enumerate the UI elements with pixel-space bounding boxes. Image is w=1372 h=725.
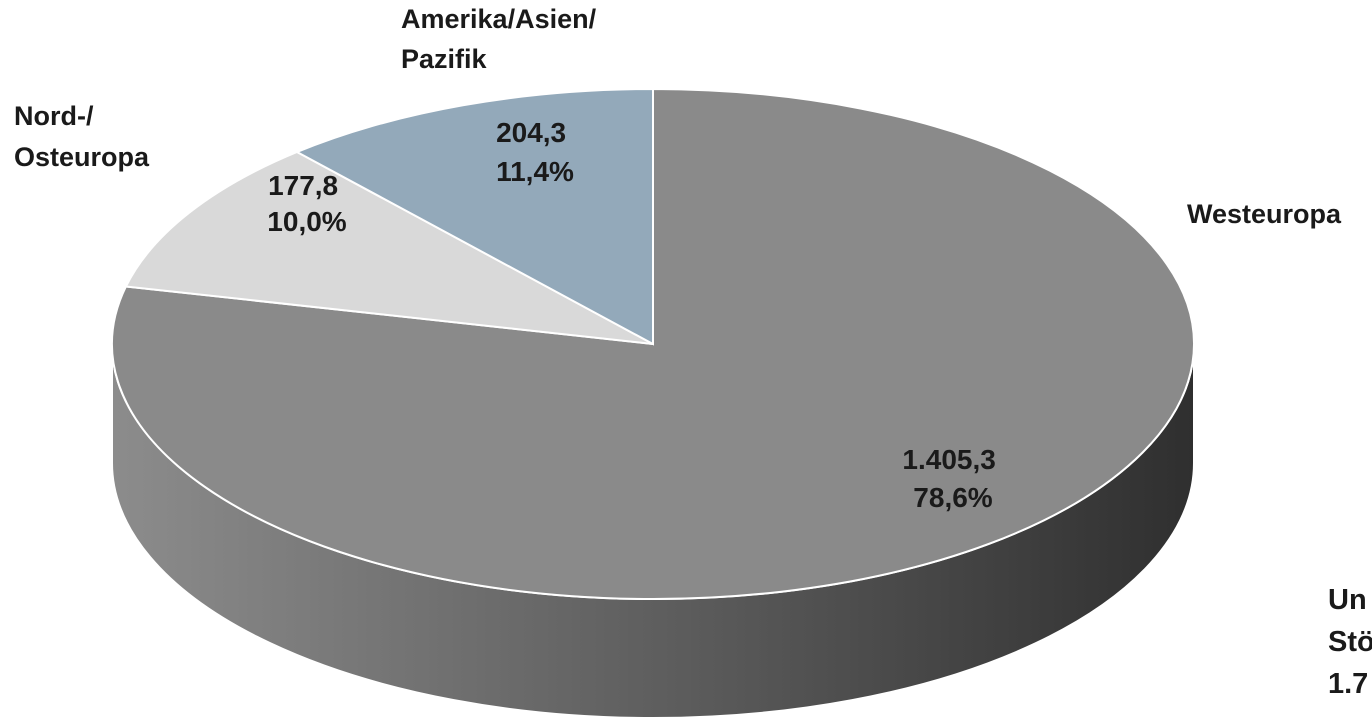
total-annotation: Un Stö 1.7 <box>1328 584 1372 700</box>
label-nord-osteuropa-line1: Nord-/ <box>14 101 94 131</box>
datalabel-westeuropa-value: 1.405,3 <box>902 444 995 475</box>
datalabel-westeuropa: 1.405,3 78,6% <box>902 444 1003 513</box>
datalabel-nord-percent: 10,0% <box>267 206 346 237</box>
datalabel-westeuropa-percent: 78,6% <box>913 482 992 513</box>
total-annotation-line2: Stö <box>1328 626 1372 658</box>
total-annotation-line1: Un <box>1328 584 1367 616</box>
label-amerika-line2: Pazifik <box>401 44 488 74</box>
datalabel-amerika: 204,3 11,4% <box>496 117 574 187</box>
total-annotation-line3: 1.7 <box>1328 668 1368 700</box>
datalabel-nord-osteuropa: 177,8 10,0% <box>267 170 346 237</box>
label-amerika-asien-pazifik: Amerika/Asien/ Pazifik <box>401 4 604 74</box>
slice-amerika-asien-pazifik <box>294 87 654 346</box>
label-nord-osteuropa: Nord-/ Osteuropa <box>14 101 150 172</box>
label-westeuropa: Westeuropa <box>1187 199 1342 229</box>
datalabel-amerika-value: 204,3 <box>496 117 566 148</box>
slice-nord-osteuropa <box>124 150 654 345</box>
label-amerika-line1: Amerika/Asien/ <box>401 4 597 34</box>
datalabel-amerika-percent: 11,4% <box>496 156 574 187</box>
datalabel-nord-value: 177,8 <box>268 170 338 201</box>
label-nord-osteuropa-line2: Osteuropa <box>14 142 150 172</box>
